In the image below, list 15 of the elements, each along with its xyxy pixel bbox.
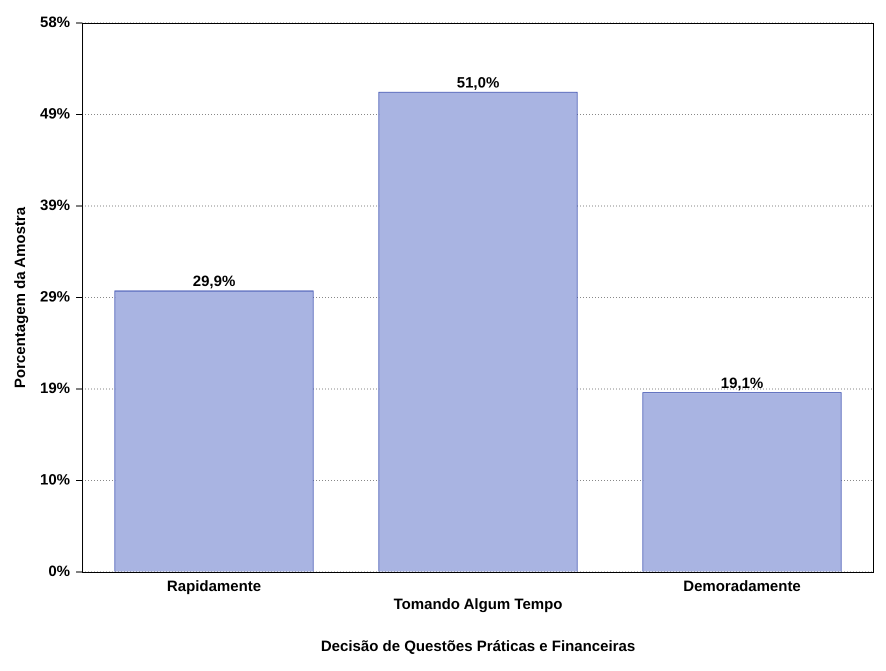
x-tick-label: Demoradamente [683, 578, 801, 596]
y-tick-label: 39% [40, 197, 70, 214]
y-tick-label: 29% [40, 288, 70, 306]
y-tick-label: 49% [40, 106, 70, 123]
y-tick-label: 0% [48, 563, 70, 580]
data-label: 51,0% [456, 74, 500, 92]
x-tick-label: Rapidamente [166, 578, 262, 596]
x-axis-title: Decisão de Questões Práticas e Financeiras [320, 638, 636, 656]
data-label: 19,1% [720, 374, 764, 392]
y-tick-label: 19% [40, 380, 70, 398]
data-label: 29,9% [192, 273, 236, 290]
y-tick-label: 58% [40, 14, 70, 32]
y-tick-label: 10% [40, 472, 70, 489]
y-axis-title: Porcentagem da Amostra [12, 206, 30, 388]
x-tick-label: Tomando Algum Tempo [394, 596, 562, 614]
